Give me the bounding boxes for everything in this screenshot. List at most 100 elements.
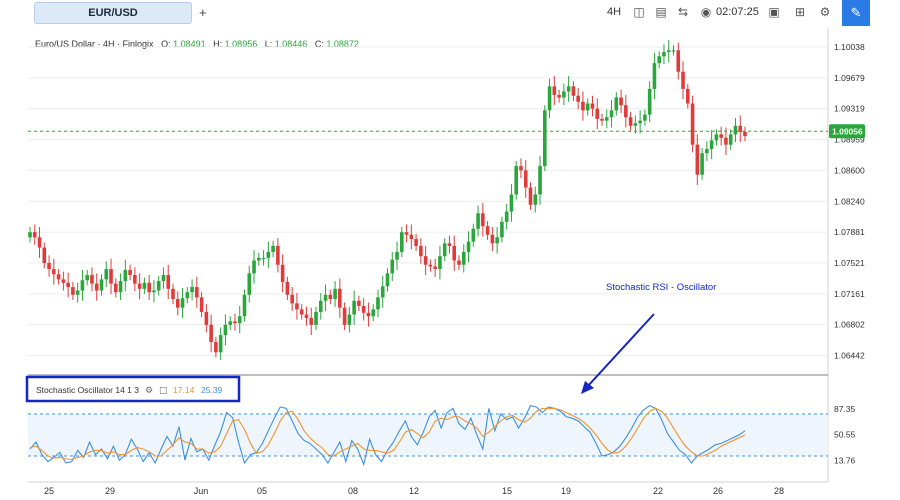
edit-icon[interactable]: ✎ xyxy=(842,0,870,26)
time-tick-label: 08 xyxy=(348,486,358,496)
candle-body xyxy=(342,307,347,325)
candle-body xyxy=(495,237,499,244)
candle-body xyxy=(204,311,209,325)
candle-body xyxy=(133,275,137,284)
candles xyxy=(28,40,747,360)
candle-body xyxy=(566,86,571,92)
price-tick-label: 1.06442 xyxy=(834,351,865,361)
candle-body xyxy=(276,245,280,265)
legend-close: 1.08872 xyxy=(326,39,359,49)
oscillator-delete-icon[interactable]: □ xyxy=(159,386,168,396)
candle-body xyxy=(190,287,194,293)
candle-body xyxy=(180,298,185,308)
add-symbol-button[interactable]: + xyxy=(199,5,207,20)
candle-body xyxy=(523,170,528,188)
candle-body xyxy=(409,234,414,240)
timeframe-selector[interactable]: 4H xyxy=(607,6,622,18)
candle-body xyxy=(37,237,42,248)
candle-body xyxy=(128,269,132,276)
candle-body xyxy=(604,117,609,121)
candle-body xyxy=(519,166,523,171)
screenshot-icon[interactable]: ▣ xyxy=(768,5,780,19)
candle-body xyxy=(318,300,323,312)
legend-low: 1.08446 xyxy=(274,39,308,49)
candle-body xyxy=(428,264,433,267)
candle-body xyxy=(442,243,447,257)
time-tick-label: 05 xyxy=(257,486,267,496)
candle-body xyxy=(338,288,342,308)
time-tick-label: 15 xyxy=(502,486,512,496)
candle-body xyxy=(614,97,619,111)
time-tick-label: 19 xyxy=(561,486,571,496)
candle-body xyxy=(461,251,466,265)
oscillator-settings-icon[interactable]: ⚙ xyxy=(145,386,153,396)
annotation-arrowhead xyxy=(581,381,594,394)
candle-body xyxy=(114,283,118,293)
candle-body xyxy=(314,311,318,325)
candle-body xyxy=(218,335,223,353)
candle-body xyxy=(585,103,590,111)
chart-type-icon[interactable]: ◫ xyxy=(633,5,645,19)
candle-body xyxy=(676,50,681,72)
candle-body xyxy=(590,103,595,109)
globe-icon[interactable]: ◉ xyxy=(700,5,712,19)
legend-open: 1.08491 xyxy=(173,39,206,49)
layout-icon[interactable]: ⊞ xyxy=(794,5,806,19)
candle-body xyxy=(719,134,723,138)
oscillator-tick-label: 87.35 xyxy=(834,404,856,414)
price-tick-label: 1.09319 xyxy=(834,104,865,114)
candle-body xyxy=(700,153,704,175)
candle-body xyxy=(514,166,518,195)
symbol-selector[interactable]: EUR/USD xyxy=(34,2,192,24)
gear-icon[interactable]: ⚙ xyxy=(819,5,831,19)
price-tick-label: 1.07161 xyxy=(834,289,865,299)
candle-body xyxy=(714,134,719,141)
candle-body xyxy=(600,118,604,121)
indicators-icon[interactable]: ▤ xyxy=(655,5,667,19)
candle-body xyxy=(209,324,213,342)
time-tick-label: 12 xyxy=(409,486,419,496)
candle-body xyxy=(295,303,299,310)
candle-body xyxy=(471,228,476,242)
candle-body xyxy=(538,166,542,195)
candle-body xyxy=(447,243,452,246)
clock-display: 02:07:25 xyxy=(716,6,759,18)
candle-body xyxy=(323,294,328,301)
legend-close-label: C: xyxy=(314,39,324,49)
current-price-badge xyxy=(829,124,865,139)
candle-body xyxy=(94,283,99,291)
candle-body xyxy=(581,101,585,111)
candle-body xyxy=(647,88,652,115)
candle-body xyxy=(638,120,642,124)
candle-body xyxy=(280,264,285,282)
price-tick-label: 1.10038 xyxy=(834,42,865,52)
candle-body xyxy=(671,50,676,52)
legend-high-label: H: xyxy=(213,39,223,49)
candle-body xyxy=(66,282,70,288)
candle-body xyxy=(490,234,495,244)
candle-body xyxy=(652,63,657,89)
candle-body xyxy=(347,314,352,325)
candle-body xyxy=(42,247,47,264)
candle-body xyxy=(352,300,356,315)
candle-body xyxy=(733,125,738,135)
candle-body xyxy=(290,294,294,304)
candle-body xyxy=(85,275,89,281)
oscillator-d-value: 17.14 xyxy=(173,385,195,395)
candle-body xyxy=(557,94,561,98)
price-tick-label: 1.06802 xyxy=(834,320,865,330)
candle-body xyxy=(233,321,237,324)
candle-body xyxy=(385,273,390,287)
candle-body xyxy=(576,95,580,102)
time-tick-label: 26 xyxy=(713,486,723,496)
candle-body xyxy=(175,299,180,308)
candle-body xyxy=(252,260,256,274)
compare-icon[interactable]: ⇆ xyxy=(677,5,689,19)
candle-body xyxy=(266,251,271,258)
oscillator-line-k xyxy=(29,404,746,467)
legend-low-label: L: xyxy=(264,39,273,49)
candle-body xyxy=(619,97,623,106)
candle-body xyxy=(552,86,557,95)
candle-body xyxy=(533,194,538,205)
